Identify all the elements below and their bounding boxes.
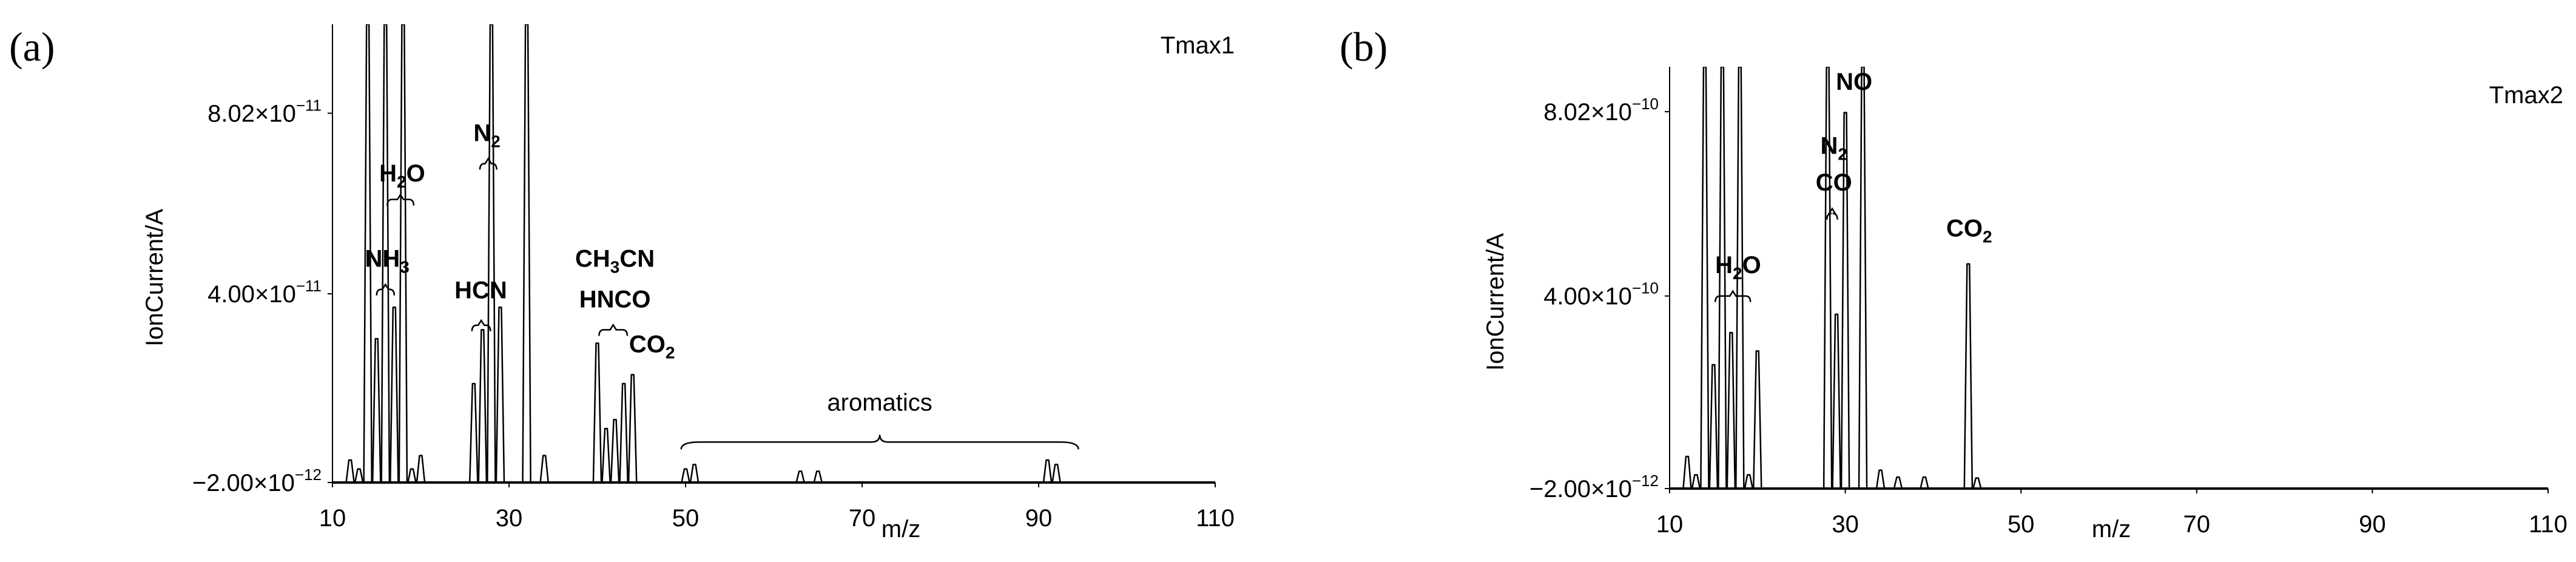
aromatics-brace [680, 435, 1079, 450]
spectrum-peak [1822, 67, 1833, 489]
annotation-bracket [479, 157, 497, 170]
spectrum-peak [354, 468, 364, 482]
spectrum-peak [1858, 67, 1868, 489]
spectrum-peak [619, 382, 629, 482]
spectrum-trace [1682, 67, 1982, 489]
spectrum-peak [345, 459, 355, 482]
y-axis-title: IonCurrent/A [1482, 233, 1509, 371]
x-tick-label: 110 [1196, 505, 1235, 532]
spectrum-peak [389, 306, 399, 482]
peak-annotation: N2 [473, 120, 500, 151]
spectrum-peak [1963, 263, 1974, 489]
chart-panel-1: (a) Tmax1 10 30 50 70 90 110 −2.00×10−12 4.00×10−… [9, 24, 1235, 543]
peak-annotation: CO [1816, 169, 1852, 196]
x-axis-title: m/z [2092, 516, 2131, 543]
corner-label: Tmax1 [1161, 32, 1235, 59]
spectrum-peak [1832, 313, 1841, 489]
spectrum-peak [407, 468, 417, 482]
peak-annotation: NO [1836, 69, 1872, 95]
spectrum-peak [1753, 350, 1762, 489]
x-tick-label: 30 [496, 505, 523, 532]
y-tick-label: 4.00×10−10 [1543, 279, 1659, 310]
y-tick-label: −2.00×10−12 [192, 466, 322, 496]
spectrum-peak [539, 455, 549, 482]
annotation-bracket [1826, 207, 1838, 220]
peak-annotation: H2O [1715, 252, 1761, 283]
spectrum-peak [627, 374, 638, 482]
spectrum-peak [363, 24, 373, 482]
panel-label: (a) [9, 24, 55, 70]
y-tick-label: 8.02×10−10 [1543, 95, 1659, 126]
spectrum-peak [795, 470, 805, 482]
spectrum-peak [1042, 459, 1053, 482]
spectrum-peak [813, 470, 823, 482]
peak-annotation: HCN [454, 277, 507, 304]
x-tick-label: 90 [2359, 511, 2386, 538]
spectrum-peak [1972, 477, 1982, 489]
peak-annotation: CO2 [1946, 215, 1992, 246]
spectrum-peak [522, 24, 531, 482]
spectrum-peak [469, 382, 479, 482]
corner-label: Tmax2 [2489, 82, 2563, 109]
annotation-bracket [1715, 289, 1752, 302]
annotation-bracket [376, 283, 396, 296]
peak-annotation: CH3CN [575, 246, 655, 277]
spectrum-peak [1744, 474, 1754, 489]
spectrum-peak [398, 24, 408, 482]
x-tick-label: 50 [2008, 511, 2035, 538]
spectrum-peak [610, 419, 620, 482]
spectrum-peak [1691, 474, 1701, 489]
spectrum-peak [1718, 67, 1727, 489]
spectrum-peak [380, 24, 391, 482]
spectrum-peak [1893, 476, 1903, 489]
peak-annotation: CO2 [629, 331, 675, 362]
x-tick-label: 50 [672, 505, 700, 532]
spectrum-peak [1682, 455, 1692, 489]
spectrum-peak [1840, 112, 1850, 489]
peak-annotation: N2 [1821, 133, 1847, 164]
annotation-bracket [471, 319, 491, 331]
peak-annotation: NH3 [365, 246, 410, 277]
x-tick-label: 30 [1832, 511, 1859, 538]
spectrum-peak [477, 329, 488, 482]
spectrum-peak [1726, 331, 1736, 489]
spectrum-peak [487, 24, 496, 482]
x-axis-title: m/z [882, 516, 920, 543]
spectrum-trace [345, 24, 1061, 482]
annotation-bracket [598, 323, 629, 336]
x-tick-label: 10 [319, 505, 346, 532]
y-tick-label: −2.00×10−12 [1529, 472, 1659, 503]
y-tick-label: 4.00×10−11 [207, 277, 322, 308]
spectrum-peak [1920, 476, 1929, 489]
x-tick-label: 70 [2183, 511, 2211, 538]
peak-annotation: aromatics [827, 390, 932, 416]
spectrum-peak [592, 342, 602, 482]
panel-label: (b) [1340, 24, 1387, 70]
spectrum-peak [1700, 67, 1710, 489]
spectrum-peak [416, 455, 426, 482]
spectrum-peak [681, 468, 690, 482]
y-tick-label: 8.02×10−11 [207, 96, 322, 127]
x-tick-label: 70 [849, 505, 876, 532]
spectrum-peak [689, 464, 700, 482]
spectrum-peak [601, 427, 611, 482]
spectrum-peak [1875, 469, 1886, 489]
chart-panel-2: (b) Tmax2 10 30 50 70 90 110 −2.00×10−12 4.00×10−… [1340, 24, 2568, 543]
peak-annotation: HNCO [579, 286, 651, 313]
y-axis-title: IonCurrent/A [141, 209, 168, 347]
spectrum-peak [1708, 364, 1719, 489]
spectrum-peak [1051, 464, 1061, 482]
annotation-bracket [386, 193, 415, 206]
x-tick-label: 10 [1656, 511, 1684, 538]
x-tick-label: 90 [1025, 505, 1053, 532]
x-tick-label: 110 [2529, 511, 2568, 538]
peak-annotation: H2O [379, 160, 425, 191]
spectrum-peak [371, 337, 382, 482]
spectrum-peak [1735, 67, 1745, 489]
spectrum-peak [495, 306, 505, 482]
